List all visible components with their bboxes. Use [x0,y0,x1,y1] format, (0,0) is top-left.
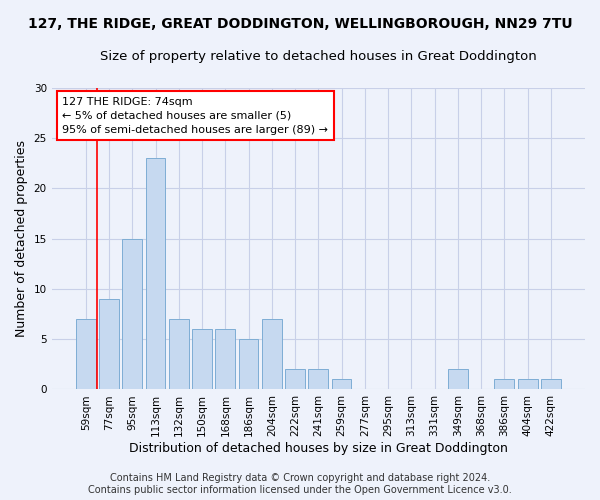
Text: 127 THE RIDGE: 74sqm
← 5% of detached houses are smaller (5)
95% of semi-detache: 127 THE RIDGE: 74sqm ← 5% of detached ho… [62,97,328,135]
Bar [494,380,514,390]
Bar [146,158,166,390]
Bar [122,238,142,390]
Bar [192,329,212,390]
Text: Contains HM Land Registry data © Crown copyright and database right 2024.
Contai: Contains HM Land Registry data © Crown c… [88,474,512,495]
Bar [76,319,95,390]
Y-axis label: Number of detached properties: Number of detached properties [15,140,28,337]
Bar [262,319,282,390]
Text: 127, THE RIDGE, GREAT DODDINGTON, WELLINGBOROUGH, NN29 7TU: 127, THE RIDGE, GREAT DODDINGTON, WELLIN… [28,18,572,32]
Bar [332,380,352,390]
Bar [518,380,538,390]
Bar [285,370,305,390]
Bar [308,370,328,390]
Bar [99,299,119,390]
Bar [541,380,561,390]
Bar [239,339,259,390]
Bar [448,370,468,390]
Bar [169,319,188,390]
X-axis label: Distribution of detached houses by size in Great Doddington: Distribution of detached houses by size … [129,442,508,455]
Title: Size of property relative to detached houses in Great Doddington: Size of property relative to detached ho… [100,50,537,63]
Bar [215,329,235,390]
